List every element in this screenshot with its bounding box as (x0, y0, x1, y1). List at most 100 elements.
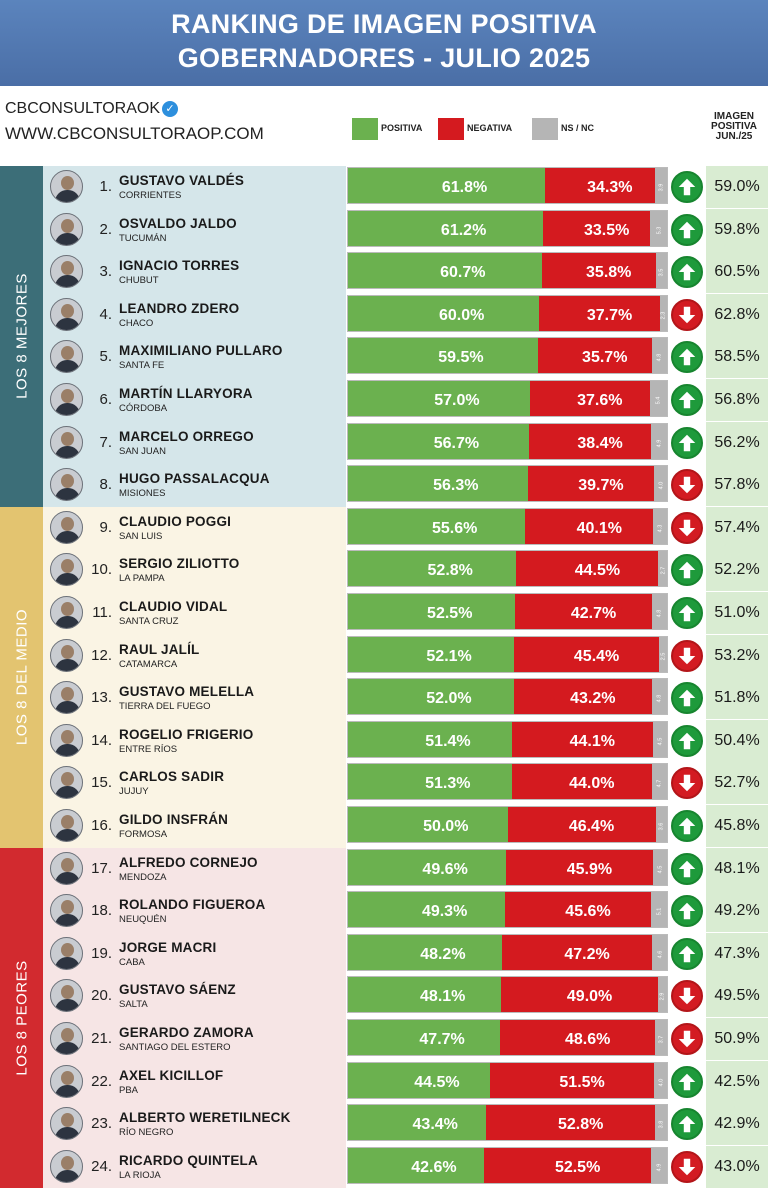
avatar (50, 340, 83, 374)
bar-nsnc-label: 5.4 (655, 396, 662, 405)
arrow-down-icon (671, 511, 703, 544)
province-name: SAN LUIS (119, 530, 163, 542)
avatar-body (55, 1042, 80, 1054)
bar-nsnc-label: 4.3 (657, 524, 664, 533)
avatar-head (61, 985, 74, 1000)
avatar-head (61, 857, 74, 872)
avatar-body (55, 275, 80, 288)
prev-positive-value: 53.2% (706, 634, 768, 677)
bar-nsnc-label: 3.6 (658, 822, 665, 831)
bar-negativa: 38.4% (528, 423, 652, 459)
bar-nsnc-label: 4.8 (656, 694, 663, 703)
bar-nsnc-label: 3.5 (658, 268, 665, 277)
prev-header-line-3: JUN./25 (715, 131, 753, 142)
stacked-bar: 57.0% 37.6% 5.4 (347, 380, 668, 417)
avatar-body (55, 1127, 80, 1140)
stacked-bar: 43.4% 52.8% 3.8 (347, 1104, 668, 1142)
avatar-head (61, 772, 74, 787)
bar-nsnc: 2.5 (659, 636, 667, 672)
avatar (50, 638, 83, 672)
avatar-body (55, 616, 80, 628)
bar-positiva: 51.4% (348, 721, 512, 757)
arrow-down-icon (671, 298, 703, 331)
avatar (50, 681, 83, 715)
stacked-bar: 60.7% 35.8% 3.5 (347, 252, 668, 290)
bar-negativa-label: 51.5% (559, 1073, 605, 1091)
avatar-head (61, 346, 74, 361)
bar-negativa-label: 35.7% (582, 349, 628, 367)
group-strip (0, 166, 43, 507)
arrow-down-icon (671, 469, 703, 502)
prev-positive-value: 49.5% (706, 975, 768, 1018)
arrow-down-icon (671, 1023, 703, 1055)
rank-number: 10. (91, 561, 112, 579)
governor-name: MARTÍN LLARYORA (119, 386, 253, 401)
table-row: 20. GUSTAVO SÁENZ SALTA 48.1% 49.0% 2.9 49.5% (0, 975, 768, 1018)
governor-name: GUSTAVO MELELLA (119, 684, 255, 700)
prev-positive-value: 45.8% (706, 805, 768, 847)
province-name: JUJUY (119, 786, 149, 798)
bar-nsnc-label: 5.1 (655, 907, 662, 916)
governor-name: AXEL KICILLOF (119, 1067, 224, 1083)
governor-name: IGNACIO TORRES (119, 258, 240, 274)
avatar (50, 1149, 83, 1183)
prev-positive-value: 59.0% (706, 166, 768, 208)
arrow-up-icon (671, 852, 703, 885)
province-name: CHACO (119, 317, 154, 329)
arrow-up-icon (671, 171, 703, 203)
avatar-head (61, 474, 74, 489)
province-name: SALTA (119, 999, 148, 1011)
province-name: CATAMARCA (119, 658, 178, 670)
bar-nsnc: 4.5 (652, 849, 667, 885)
table-row: 16. GILDO INSFRÁN FORMOSA 50.0% 46.4% 3.6 45.8… (0, 805, 768, 847)
stacked-bar: 52.8% 44.5% 2.7 (347, 550, 668, 588)
province-name: SANTA CRUZ (119, 616, 179, 627)
bar-nsnc-label: 4.9 (656, 1163, 663, 1172)
arrow-up-icon (671, 682, 703, 715)
table-row: 7. MARCELO ORREGO SAN JUAN 56.7% 38.4% 4.9 56.… (0, 421, 768, 464)
bar-positiva-label: 52.0% (426, 690, 472, 708)
prev-positive-value: 57.4% (706, 506, 768, 549)
legend-swatch-nsnc (532, 118, 558, 140)
province-name: RÍO NEGRO (119, 1127, 174, 1139)
bar-nsnc: 3.7 (655, 1020, 667, 1055)
avatar (50, 979, 83, 1013)
bar-positiva: 52.1% (348, 636, 515, 672)
arrow-up-icon (671, 384, 703, 416)
governor-name: RICARDO QUINTELA (119, 1152, 258, 1168)
stacked-bar: 52.0% 43.2% 4.8 (347, 678, 668, 716)
province-name: LA RIOJA (119, 1169, 161, 1181)
governor-name: GUSTAVO SÁENZ (119, 982, 236, 998)
bar-positiva-label: 50.0% (423, 818, 469, 835)
avatar-head (61, 516, 74, 531)
bar-negativa-label: 52.8% (557, 1116, 604, 1134)
avatar-head (61, 729, 74, 744)
arrow-up-icon (671, 341, 703, 374)
governor-name: ROGELIO FRIGERIO (119, 726, 254, 742)
prev-header-line-1: IMAGEN (714, 111, 754, 122)
bar-negativa-label: 37.7% (586, 306, 633, 324)
prev-positive-value: 57.8% (706, 464, 768, 507)
rank-number: 9. (99, 518, 112, 536)
avatar-head (61, 559, 74, 574)
bar-nsnc-label: 4.8 (656, 354, 663, 362)
bar-positiva: 48.1% (348, 977, 502, 1013)
avatar (50, 212, 83, 246)
bar-positiva: 43.4% (348, 1105, 487, 1141)
bar-negativa: 46.4% (507, 807, 656, 842)
avatar-body (55, 743, 80, 756)
stacked-bar: 60.0% 37.7% 2.3 (347, 294, 668, 332)
bar-negativa-label: 37.6% (577, 392, 623, 409)
legend-bar: CBCONSULTORAOK ✓ WWW.CBCONSULTORAOP.COM P… (0, 86, 768, 168)
bar-positiva-label: 49.3% (421, 903, 468, 921)
stacked-bar: 49.6% 45.9% 4.5 (347, 848, 668, 886)
rank-number: 24. (91, 1157, 112, 1175)
arrow-up-icon (671, 554, 703, 587)
bar-nsnc-label: 4.9 (656, 439, 663, 447)
table-row: 23. ALBERTO WERETILNECK RÍO NEGRO 43.4% 52.8… (0, 1103, 768, 1146)
arrow-up-icon (671, 597, 703, 629)
stacked-bar: 51.3% 44.0% 4.7 (347, 763, 668, 801)
prev-column-header: IMAGEN POSITIVA JUN./25 (705, 112, 763, 142)
avatar-head (61, 1028, 74, 1042)
bar-nsnc: 4.0 (654, 1062, 667, 1098)
